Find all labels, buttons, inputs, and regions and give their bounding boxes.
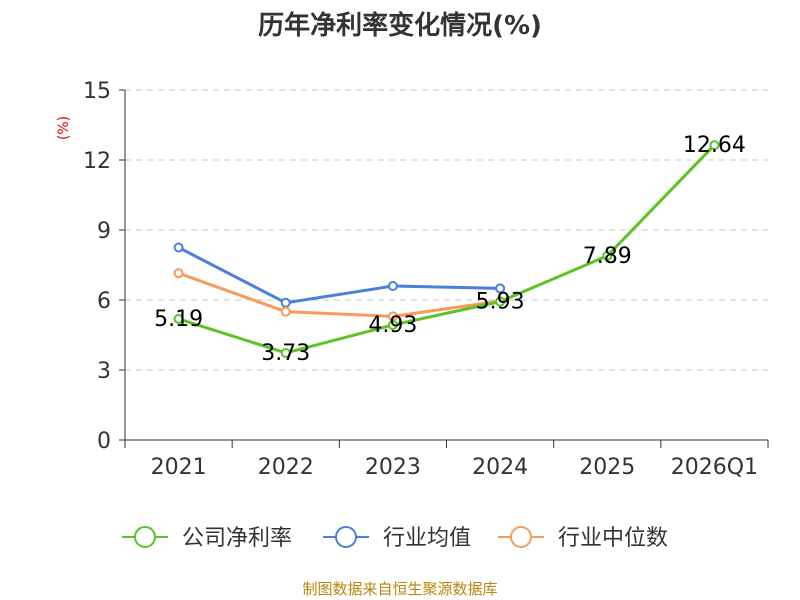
data-label: 5.19 <box>154 307 203 332</box>
y-tick-label: 12 <box>83 149 111 174</box>
data-point <box>495 283 506 294</box>
x-tick-label: 2023 <box>365 455 421 480</box>
x-tick-label: 2025 <box>579 455 635 480</box>
x-tick-label: 2024 <box>472 455 528 480</box>
legend-label: 行业中位数 <box>558 526 668 551</box>
data-point <box>173 242 184 253</box>
gridlines <box>125 89 768 371</box>
series-line-2 <box>178 271 501 318</box>
y-tick-label: 9 <box>97 219 111 244</box>
series-line-1 <box>177 246 501 305</box>
x-tick-labels: 2021 2022 2023 2024 2025 2026Q1 <box>151 455 758 480</box>
data-point <box>173 268 184 279</box>
data-point <box>495 296 506 307</box>
legend-label: 公司净利率 <box>182 526 292 551</box>
series-line-0 <box>178 144 716 355</box>
data-label: 3.73 <box>261 341 310 366</box>
data-label: 4.93 <box>368 313 417 338</box>
x-tick-label: 2021 <box>151 455 207 480</box>
data-point <box>280 347 291 358</box>
data-point <box>602 250 613 261</box>
y-axis-unit: (%) <box>56 116 72 140</box>
data-point <box>387 319 398 330</box>
data-point <box>173 313 184 324</box>
legend-label: 行业均值 <box>383 526 471 551</box>
data-point <box>709 140 720 151</box>
data-labels: 5.19 3.73 4.93 5.93 7.89 12.64 <box>154 133 746 366</box>
source-note: 制图数据来自恒生聚源数据库 <box>302 580 497 598</box>
y-tick-label: 6 <box>97 289 111 314</box>
x-tick-label: 2022 <box>258 455 314 480</box>
legend: 公司净利率 行业均值 行业中位数 <box>122 526 668 551</box>
chart-title: 历年净利率变化情况(%) <box>258 10 542 41</box>
data-point <box>387 281 398 291</box>
y-tick-label: 3 <box>97 359 111 384</box>
data-point <box>280 306 291 317</box>
series-lines <box>173 140 720 358</box>
y-tick-label: 0 <box>97 429 111 454</box>
legend-swatch-marker <box>335 526 357 548</box>
axes <box>119 89 769 448</box>
x-tick-label: 2026Q1 <box>671 455 758 480</box>
data-label: 5.93 <box>476 290 525 315</box>
legend-swatch-marker <box>134 526 156 548</box>
data-point <box>280 297 291 308</box>
data-label: 12.64 <box>683 133 746 158</box>
data-label: 7.89 <box>583 244 632 269</box>
legend-swatch-marker <box>510 526 532 548</box>
y-tick-label: 15 <box>83 79 111 104</box>
y-tick-labels: 0 3 6 9 12 15 <box>83 79 111 454</box>
